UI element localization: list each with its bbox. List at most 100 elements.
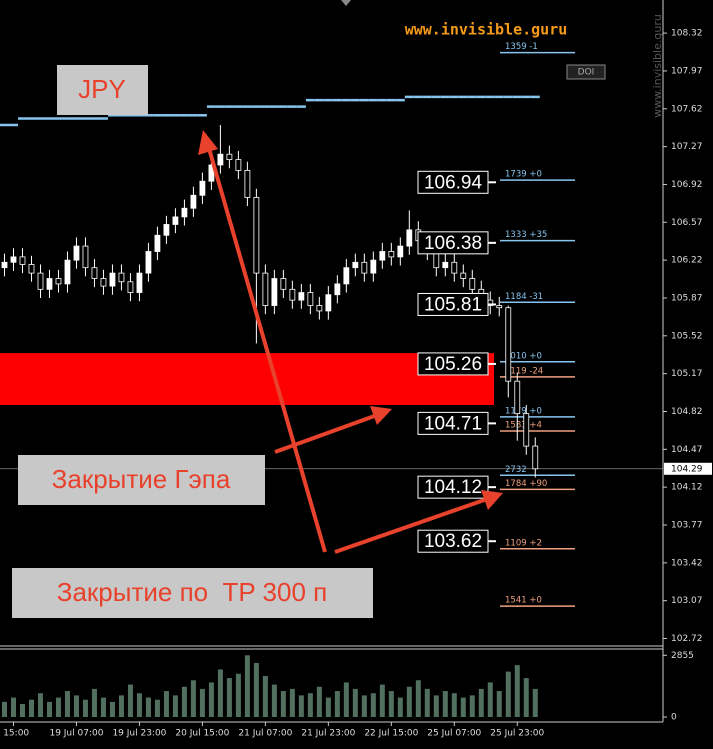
- volume-bar: [442, 691, 448, 717]
- candle-body: [73, 245, 80, 261]
- volume-bar: [154, 699, 160, 717]
- volume-bar: [271, 684, 277, 717]
- volume-bar: [334, 691, 340, 717]
- volume-bar: [190, 680, 196, 717]
- price-box-label: 105.81: [424, 294, 482, 315]
- price-box: [417, 292, 489, 316]
- arrow-head: [198, 130, 218, 155]
- arrow: [334, 496, 491, 554]
- candle-body: [280, 278, 287, 290]
- chart-title: JPY: [78, 74, 126, 104]
- volume-bar: [388, 691, 394, 717]
- volume-bar: [19, 704, 25, 717]
- level-label: 1119 -24: [505, 366, 543, 376]
- volume-bar: [163, 691, 169, 717]
- volume-bar: [208, 682, 214, 717]
- candle-body: [334, 283, 341, 296]
- volume-bar: [316, 686, 322, 717]
- candle-body: [199, 180, 206, 196]
- level-label: 1184 -31: [505, 292, 543, 302]
- candle-body: [343, 267, 350, 285]
- volume-bar: [343, 682, 349, 717]
- y-tick-label: 106.22: [671, 256, 703, 266]
- y-tick-label: 107.97: [671, 66, 703, 76]
- candle-body: [460, 272, 467, 279]
- level-label: 1179 +0: [505, 406, 542, 416]
- volume-bar: [109, 701, 115, 717]
- level-label: 1359 -1: [505, 42, 538, 52]
- annotation: Закрытие Гэпа: [52, 464, 231, 494]
- annotation: Закрытие по TP 300 п: [57, 577, 327, 607]
- candle-body: [289, 288, 296, 301]
- candle-body: [181, 207, 188, 218]
- candle-body: [388, 251, 395, 258]
- x-tick-label: 22 Jul 15:00: [364, 729, 418, 739]
- volume-bar: [505, 671, 511, 717]
- volume-bar: [226, 678, 232, 717]
- volume-bar: [406, 686, 412, 717]
- candle-body: [172, 216, 179, 225]
- level-label: 1739 +0: [505, 170, 542, 180]
- arrow: [206, 144, 327, 553]
- candle-body: [406, 229, 413, 247]
- price-box-label: 105.26: [424, 354, 482, 375]
- overlay-layer: 104.29 106.94 106.38 105.81 105.26 104.71 104.…: [417, 170, 712, 553]
- volume-bar: [370, 693, 376, 717]
- candle-body: [496, 305, 503, 309]
- volume-bar: [145, 697, 151, 717]
- volume-bar: [514, 665, 520, 717]
- candle-body: [19, 256, 26, 265]
- candle-body: [46, 278, 53, 290]
- candle-body: [244, 170, 251, 198]
- x-tick-label: 25 Jul 23:00: [490, 729, 544, 739]
- y-tick-label: 103.07: [671, 596, 703, 606]
- volume-bar: [496, 691, 502, 717]
- x-tick-label: 19 Jul 07:00: [49, 729, 103, 739]
- x-tick-label: l 15:00: [0, 729, 29, 739]
- volume-bar: [451, 693, 457, 717]
- volume-bar: [235, 673, 241, 717]
- volume-bar: [307, 693, 313, 717]
- candle-body: [145, 251, 152, 274]
- candle-body: [253, 197, 260, 274]
- candle-body: [523, 413, 530, 447]
- candle-body: [127, 281, 134, 293]
- x-tick-label: 25 Jul 07:00: [427, 729, 481, 739]
- y-tick-label: 106.92: [671, 180, 703, 190]
- price-box-label: 103.62: [424, 531, 482, 552]
- price-box: [417, 231, 489, 255]
- candle-body: [316, 305, 323, 312]
- volume-bar: [73, 695, 79, 717]
- y-tick-label: 107.27: [671, 142, 703, 152]
- doi-button[interactable]: [566, 64, 606, 80]
- candle-body: [217, 153, 224, 166]
- arrow-head: [481, 490, 503, 510]
- price-box-label: 104.12: [424, 477, 482, 498]
- watermark-vertical: www.invisible.guru: [651, 14, 664, 118]
- volume-bar: [415, 680, 421, 717]
- volume-bar: [244, 655, 250, 717]
- title-box: [57, 65, 148, 115]
- x-tick-label: 19 Jul 23:00: [112, 729, 166, 739]
- volume-bar: [136, 693, 142, 717]
- shift-marker: [341, 0, 351, 6]
- doi-button-label[interactable]: DOI: [578, 68, 595, 78]
- volume-bar: [181, 686, 187, 717]
- volume-bar: [325, 697, 331, 717]
- price-box-label: 106.38: [424, 233, 482, 254]
- candle-body: [397, 245, 404, 258]
- current-price-box: [664, 462, 712, 475]
- volume-bar: [262, 675, 268, 717]
- candle-body: [532, 445, 539, 470]
- candle-body: [64, 259, 71, 285]
- candle-body: [442, 261, 449, 269]
- candle-body: [451, 261, 458, 274]
- candle-body: [136, 272, 143, 293]
- candle-body: [154, 234, 161, 252]
- volume-bar: [424, 688, 430, 717]
- candle-body: [325, 294, 332, 312]
- candle-body: [82, 245, 89, 269]
- arrow: [274, 412, 381, 454]
- gap-zone: [0, 353, 494, 405]
- y-tick-label: 104.47: [671, 445, 703, 455]
